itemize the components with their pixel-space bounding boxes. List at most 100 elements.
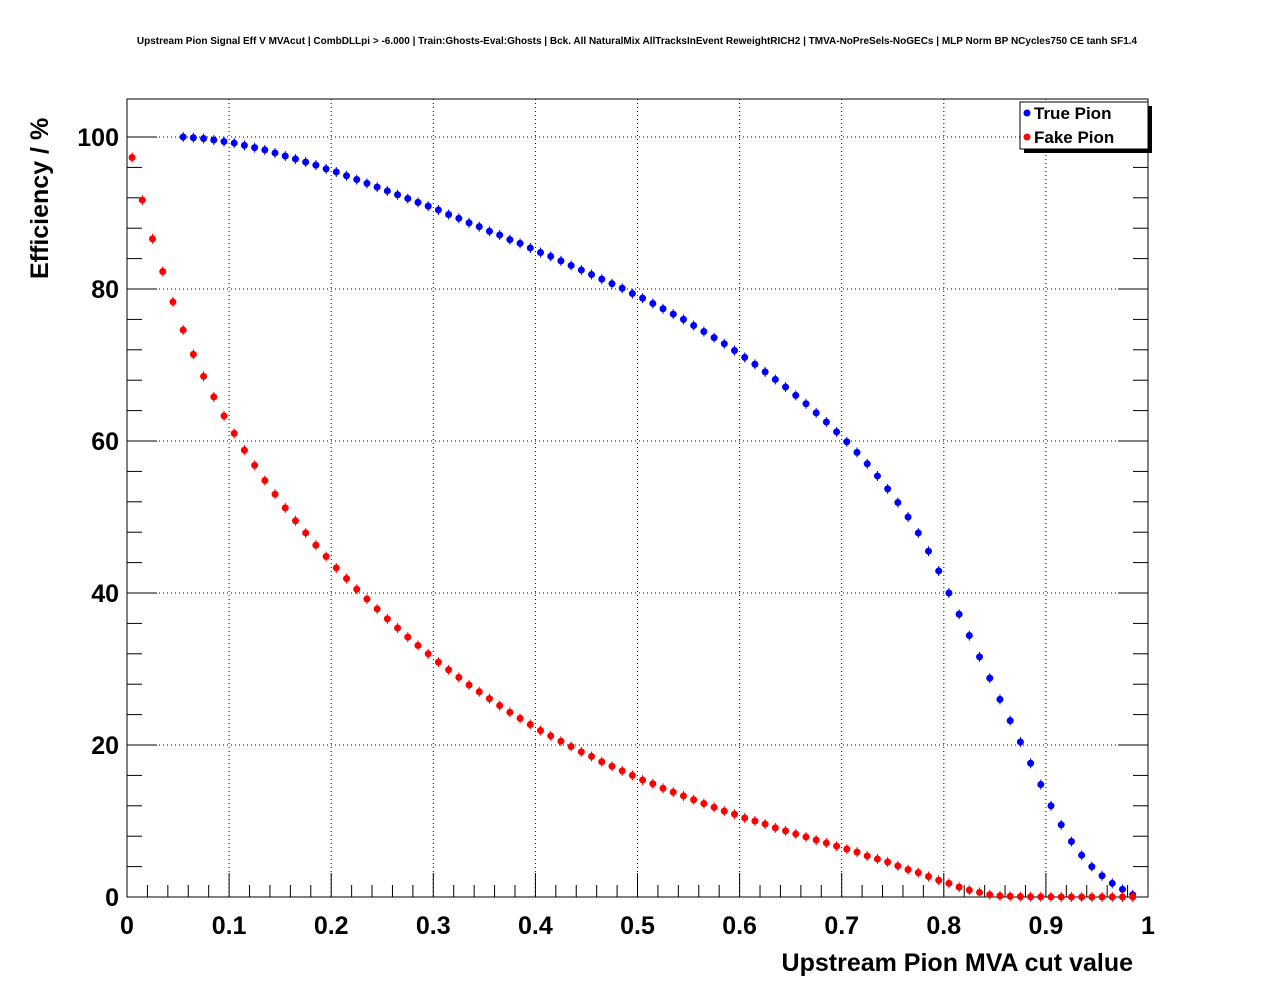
data-point <box>1037 781 1045 789</box>
data-point <box>996 695 1004 703</box>
y-tick-label: 40 <box>91 580 119 608</box>
data-point <box>383 187 391 195</box>
y-axis-label: Efficiency / % <box>26 118 54 279</box>
data-point <box>669 310 677 318</box>
data-point <box>588 752 596 760</box>
data-point <box>996 892 1004 900</box>
data-point <box>608 762 616 770</box>
data-point <box>873 855 881 863</box>
data-point <box>261 477 269 485</box>
data-point <box>628 771 636 779</box>
data-point <box>1078 851 1086 859</box>
data-point <box>986 674 994 682</box>
series-true-pion <box>179 132 1137 900</box>
data-point <box>475 223 483 231</box>
data-point <box>353 176 361 184</box>
data-point <box>159 268 167 276</box>
data-point <box>465 219 473 227</box>
data-point <box>516 714 524 722</box>
data-point <box>853 848 861 856</box>
data-point <box>1037 893 1045 901</box>
data-point <box>1016 738 1024 746</box>
data-point <box>659 305 667 313</box>
data-point <box>1088 863 1096 871</box>
data-point <box>169 298 177 306</box>
data-point <box>1047 893 1055 901</box>
data-point <box>149 235 157 243</box>
data-point <box>271 149 279 157</box>
y-tick-label: 100 <box>77 124 119 152</box>
data-point <box>863 852 871 860</box>
data-point <box>1098 893 1106 901</box>
data-point <box>424 202 432 210</box>
y-tick-label: 80 <box>91 276 119 304</box>
data-point <box>547 732 555 740</box>
data-point <box>322 165 330 173</box>
data-point <box>424 650 432 658</box>
data-point <box>863 460 871 468</box>
x-tick-label: 0.3 <box>416 912 451 940</box>
data-point <box>904 866 912 874</box>
data-point <box>761 368 769 376</box>
data-point <box>782 383 790 391</box>
data-point <box>679 315 687 323</box>
data-point <box>986 891 994 899</box>
data-point <box>965 632 973 640</box>
plot-frame <box>126 98 1149 898</box>
data-point <box>414 641 422 649</box>
data-point <box>782 827 790 835</box>
data-point <box>383 615 391 623</box>
data-point <box>302 158 310 166</box>
data-point <box>485 227 493 235</box>
data-point <box>761 820 769 828</box>
data-point <box>281 152 289 160</box>
data-point <box>690 796 698 804</box>
data-point <box>833 428 841 436</box>
data-point <box>332 168 340 176</box>
y-tick-label: 0 <box>105 884 119 912</box>
x-tick-label: 0.1 <box>212 912 247 940</box>
data-point <box>659 784 667 792</box>
data-point <box>894 862 902 870</box>
data-point <box>1108 879 1116 887</box>
data-point <box>547 252 555 260</box>
data-point <box>700 328 708 336</box>
data-point <box>455 673 463 681</box>
data-point <box>873 472 881 480</box>
data-point <box>394 191 402 199</box>
data-point <box>414 198 422 206</box>
data-point <box>240 141 248 149</box>
legend-label-true-pion: True Pion <box>1034 104 1111 123</box>
data-point <box>557 257 565 265</box>
data-point <box>1108 893 1116 901</box>
data-point <box>373 183 381 191</box>
data-point <box>353 585 361 593</box>
data-point <box>598 275 606 283</box>
data-point <box>445 666 453 674</box>
data-point <box>812 836 820 844</box>
data-point <box>189 134 197 142</box>
y-tick-label: 60 <box>91 428 119 456</box>
data-point <box>210 393 218 401</box>
data-point <box>741 814 749 822</box>
data-point <box>720 340 728 348</box>
data-point <box>251 144 259 152</box>
data-point <box>557 737 565 745</box>
data-point <box>628 290 636 298</box>
data-point <box>200 372 208 380</box>
data-point <box>690 321 698 329</box>
data-point <box>822 839 830 847</box>
data-point <box>240 446 248 454</box>
data-point <box>639 294 647 302</box>
data-point <box>751 817 759 825</box>
chart-title: Upstream Pion Signal Eff V MVAcut | Comb… <box>137 36 1138 47</box>
data-point <box>475 688 483 696</box>
legend: True Pion Fake Pion <box>1019 101 1152 153</box>
data-point <box>924 872 932 880</box>
data-point <box>976 888 984 896</box>
data-point <box>343 575 351 583</box>
data-point <box>649 299 657 307</box>
data-point <box>649 780 657 788</box>
data-point <box>343 172 351 180</box>
data-point <box>894 499 902 507</box>
